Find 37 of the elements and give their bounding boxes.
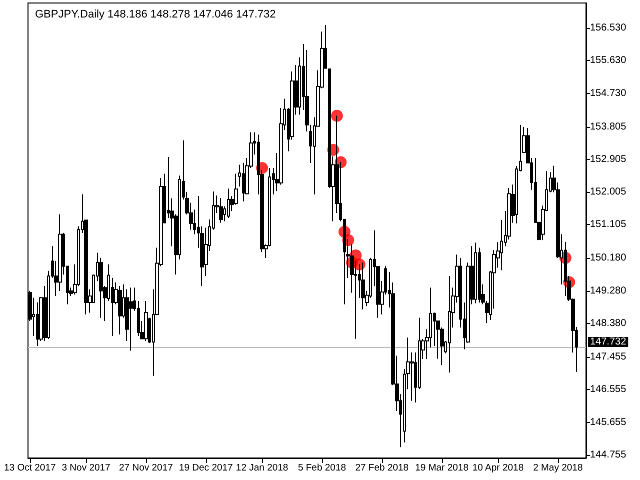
candlestick (129, 287, 133, 352)
x-tick-label: 27 Nov 2017 (119, 462, 173, 474)
y-tick-label: 151.105 (590, 219, 627, 230)
y-tick-label: 145.655 (590, 416, 627, 428)
candlestick (144, 300, 148, 342)
x-tick-label: 13 Oct 2017 (4, 462, 56, 474)
y-tick-label: 144.755 (590, 449, 627, 460)
y-tick-label: 150.180 (590, 252, 627, 264)
candlestick (474, 242, 477, 304)
candlestick (99, 257, 103, 318)
y-tick-label: 155.630 (590, 55, 627, 66)
y-tick-label: 146.555 (590, 384, 627, 396)
y-tick-label: 152.905 (590, 154, 627, 165)
y-tick-label: 149.280 (590, 285, 627, 296)
y-tick-label: 154.730 (590, 88, 627, 99)
x-tick-label: 27 Feb 2018 (355, 462, 409, 474)
x-tick-label: 19 Dec 2017 (178, 462, 233, 474)
y-tick-label: 152.005 (590, 186, 627, 198)
text: GBPJPY.Daily 148.186 148.278 147.046 147.732 (35, 8, 276, 20)
ref-line-label: 147.732 (590, 336, 627, 348)
x-tick-label: 10 Apr 2018 (472, 462, 524, 474)
y-tick-label: 153.805 (590, 121, 627, 132)
candlestick (361, 262, 365, 310)
candlestick (242, 162, 245, 202)
y-tick-label: 147.455 (590, 352, 627, 363)
candlestick (219, 198, 223, 224)
x-tick-label: 5 Feb 2018 (298, 462, 346, 474)
x-tick-label: 3 Nov 2017 (62, 462, 110, 474)
x-tick-label: 19 Mar 2018 (415, 462, 468, 474)
point (330, 110, 343, 122)
y-tick-label: 148.380 (590, 318, 627, 329)
x-tick-label: 12 Jan 2018 (236, 462, 288, 474)
candlestick (448, 276, 451, 373)
y-tick-label: 156.530 (590, 22, 627, 34)
candlestick (227, 188, 230, 218)
candlestick (118, 286, 122, 335)
x-tick-label: 2 May 2018 (533, 462, 583, 474)
